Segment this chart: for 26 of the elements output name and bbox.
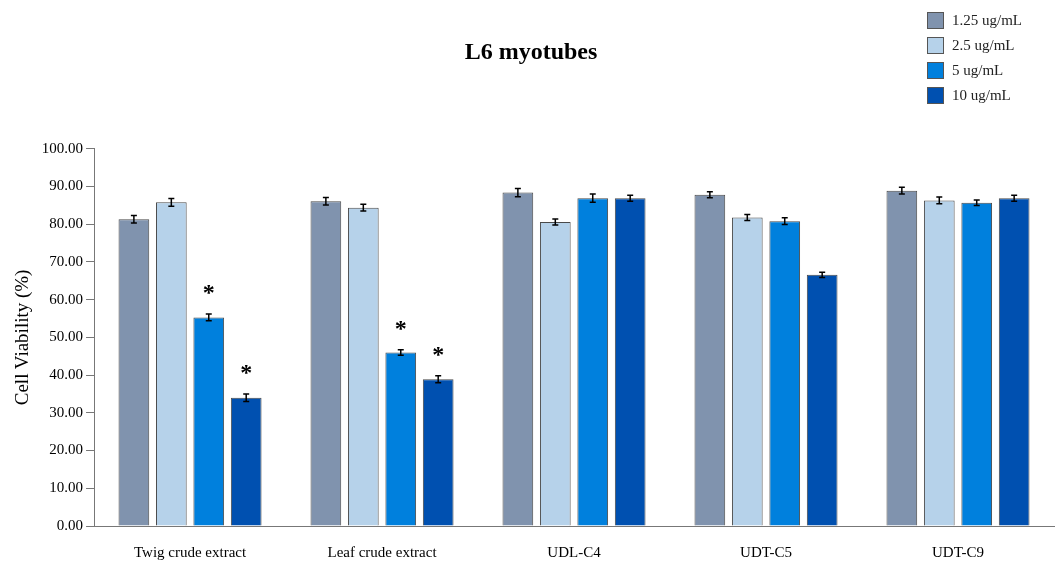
y-tick-label: 90.00: [49, 177, 84, 194]
annotation: *: [240, 358, 253, 385]
y-tick-label: 0.00: [56, 516, 84, 533]
x-tick-label: Twig crude extract: [133, 543, 247, 560]
x-tick-label: Leaf crude extract: [327, 543, 438, 560]
chart-title: L6 myotubes: [464, 37, 598, 64]
x-tick-label: UDL-C4: [547, 543, 602, 560]
legend-label: 1.25 ug/mL: [952, 12, 1022, 29]
annotation: *: [394, 314, 407, 341]
x-tick-label: UDT-C9: [932, 543, 984, 560]
y-tick-label: 60.00: [49, 290, 84, 307]
y-tick-label: 70.00: [49, 252, 84, 269]
y-tick-label: 50.00: [49, 328, 84, 345]
y-tick-label: 100.00: [41, 139, 84, 156]
legend-label: 2.5 ug/mL: [952, 37, 1015, 54]
legend-label: 5 ug/mL: [952, 62, 1004, 79]
annotation: *: [432, 340, 445, 367]
y-tick-label: 30.00: [49, 403, 84, 420]
y-tick-label: 80.00: [49, 215, 84, 232]
legend-label: 10 ug/mL: [952, 87, 1011, 104]
y-axis-title: Cell Viability (%): [11, 269, 34, 406]
y-tick-label: 20.00: [49, 441, 84, 458]
y-tick-label: 40.00: [49, 366, 84, 383]
x-tick-label: UDT-C5: [740, 543, 792, 560]
y-tick-label: 10.00: [49, 479, 84, 496]
annotation: *: [202, 279, 215, 306]
